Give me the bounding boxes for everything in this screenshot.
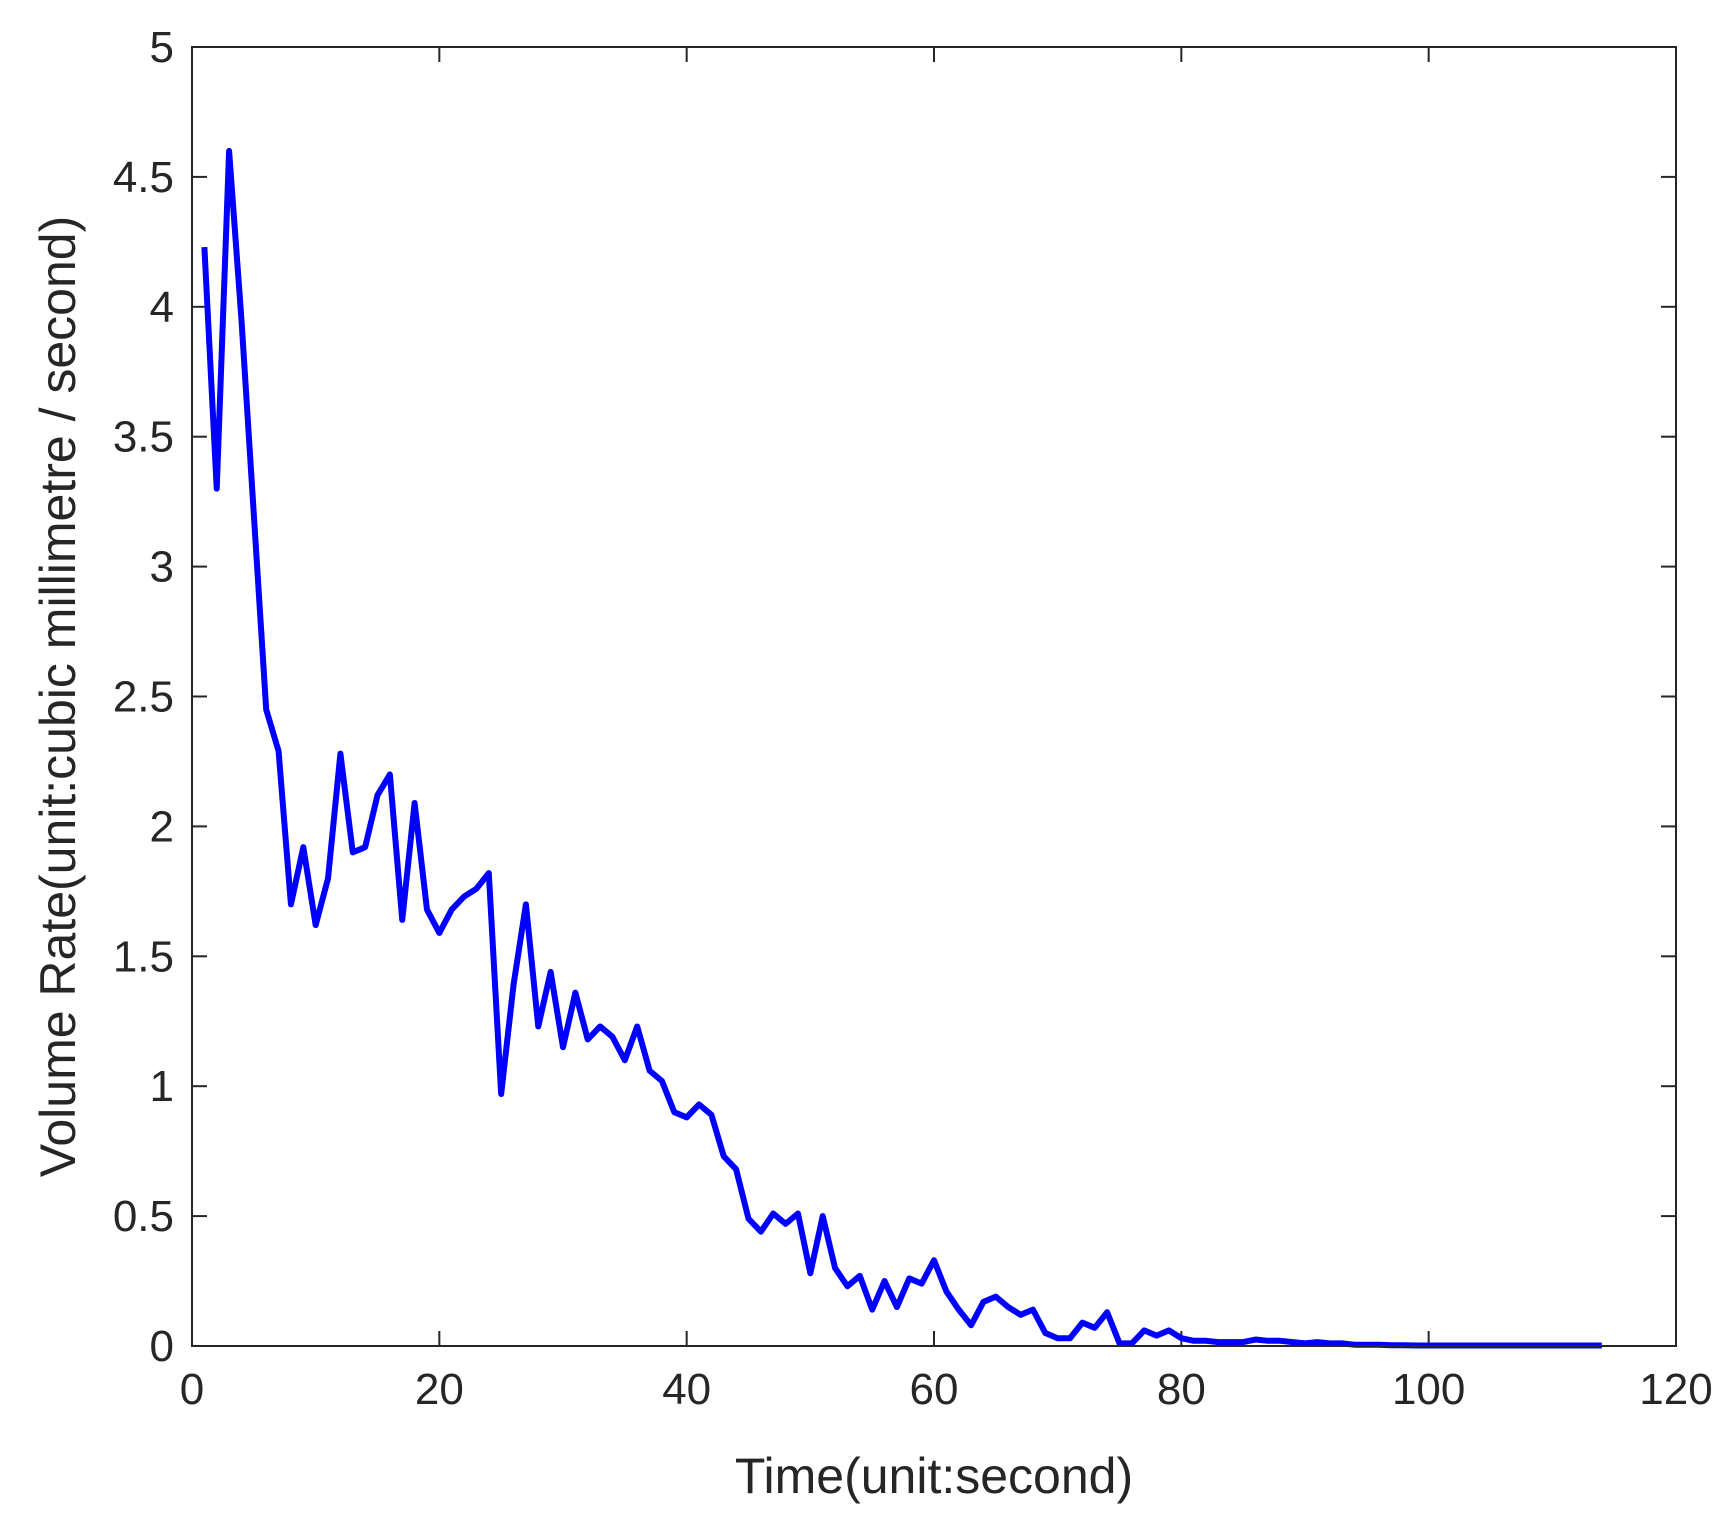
x-tick-label: 120 <box>1639 1365 1712 1414</box>
y-axis-tick-labels: 0 0.5 1 1.5 2 2.5 3 3.5 4 4.5 5 <box>113 23 174 1371</box>
y-axis-label: Volume Rate(unit:cubic millimetre / seco… <box>30 216 86 1178</box>
x-tick-label: 60 <box>910 1365 959 1414</box>
axis-ticks <box>191 46 1677 1347</box>
x-tick-label: 80 <box>1157 1365 1206 1414</box>
y-tick-label: 3 <box>150 543 174 592</box>
series-line <box>201 147 1602 1349</box>
y-tick-label: 4.5 <box>113 153 174 202</box>
y-tick-label: 1 <box>150 1062 174 1111</box>
plot-area-frame <box>191 46 1677 1347</box>
y-tick-label: 4 <box>150 283 174 332</box>
y-tick-label: 2 <box>150 802 174 851</box>
x-tick-label: 40 <box>662 1365 711 1414</box>
y-tick-label: 2.5 <box>113 673 174 722</box>
x-axis-label: Time(unit:second) <box>735 1448 1133 1504</box>
x-tick-label: 20 <box>415 1365 464 1414</box>
y-tick-label: 5 <box>150 23 174 72</box>
x-tick-label: 0 <box>180 1365 204 1414</box>
y-tick-label: 3.5 <box>113 413 174 462</box>
x-axis-tick-labels: 0 20 40 60 80 100 120 <box>180 1365 1713 1414</box>
y-tick-label: 0 <box>150 1322 174 1371</box>
x-tick-label: 100 <box>1392 1365 1465 1414</box>
y-tick-label: 1.5 <box>113 932 174 981</box>
y-tick-label: 0.5 <box>113 1192 174 1241</box>
